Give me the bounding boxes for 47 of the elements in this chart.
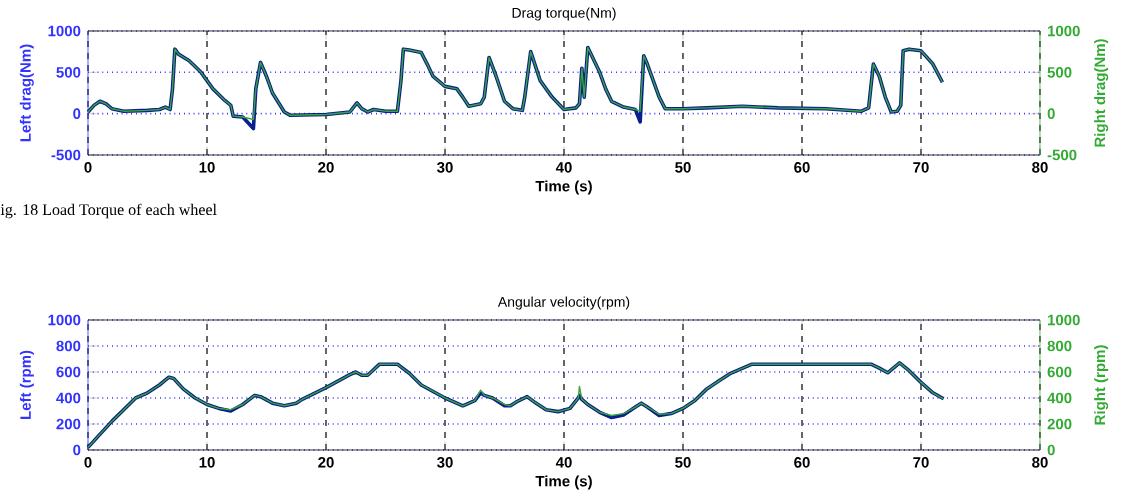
y2-tick-label: -500 — [1047, 149, 1077, 161]
y2-tick-label: 0 — [1047, 108, 1055, 119]
x-tick-label: 50 — [675, 457, 691, 468]
x-tick-label: 70 — [913, 162, 929, 173]
y-tick-label: 0 — [73, 444, 81, 456]
x-tick-label: 50 — [675, 162, 691, 173]
y-tick-label: 600 — [56, 366, 81, 378]
y2-tick-label: 1000 — [1047, 25, 1080, 37]
x-tick-label: 60 — [794, 162, 810, 173]
x-tick-label: 0 — [84, 162, 92, 173]
y-tick-label: 500 — [56, 67, 81, 78]
chart-title: Drag torque(Nm) — [512, 7, 616, 21]
y-axis-title: Left drag(Nm) — [19, 44, 34, 142]
y-tick-label: 800 — [56, 340, 81, 352]
y2-axis-title: Right (rpm) — [1094, 345, 1109, 425]
x-tick-label: 60 — [794, 457, 810, 468]
y2-tick-label: 500 — [1047, 67, 1072, 78]
y2-tick-label: 800 — [1047, 340, 1072, 352]
x-tick-label: 30 — [437, 457, 453, 468]
x-tick-label: 70 — [913, 457, 929, 468]
x-tick-label: 10 — [199, 457, 215, 468]
y-axis-title: Left (rpm) — [19, 350, 34, 419]
x-tick-label: 30 — [437, 162, 453, 173]
y-tick-label: 1000 — [48, 314, 81, 326]
y2-tick-label: 1000 — [1047, 314, 1080, 326]
x-tick-label: 40 — [555, 162, 572, 173]
y-tick-label: -500 — [51, 149, 81, 161]
x-tick-label: 40 — [555, 457, 572, 468]
x-tick-label: 10 — [199, 162, 215, 173]
y2-tick-label: 600 — [1047, 366, 1072, 378]
y-tick-label: 200 — [56, 418, 81, 430]
x-tick-label: 20 — [318, 162, 334, 173]
x-axis-title: Time (s) — [535, 475, 592, 490]
y2-axis-title: Right drag(Nm) — [1094, 39, 1109, 147]
y-tick-label: 400 — [56, 392, 81, 404]
x-axis-title: Time (s) — [535, 180, 592, 195]
x-tick-label: 80 — [1032, 457, 1048, 468]
y-tick-label: 1000 — [48, 25, 81, 37]
y-tick-label: 0 — [73, 108, 81, 119]
y2-tick-label: 200 — [1047, 418, 1072, 430]
x-tick-label: 20 — [318, 457, 334, 468]
x-tick-label: 80 — [1032, 162, 1048, 173]
y2-tick-label: 0 — [1047, 444, 1055, 456]
x-tick-label: 0 — [84, 457, 92, 468]
y2-tick-label: 400 — [1047, 392, 1072, 404]
chart-title: Angular velocity(rpm) — [497, 296, 630, 310]
text: ig. 18 Load Torque of each wheel — [0, 203, 217, 219]
